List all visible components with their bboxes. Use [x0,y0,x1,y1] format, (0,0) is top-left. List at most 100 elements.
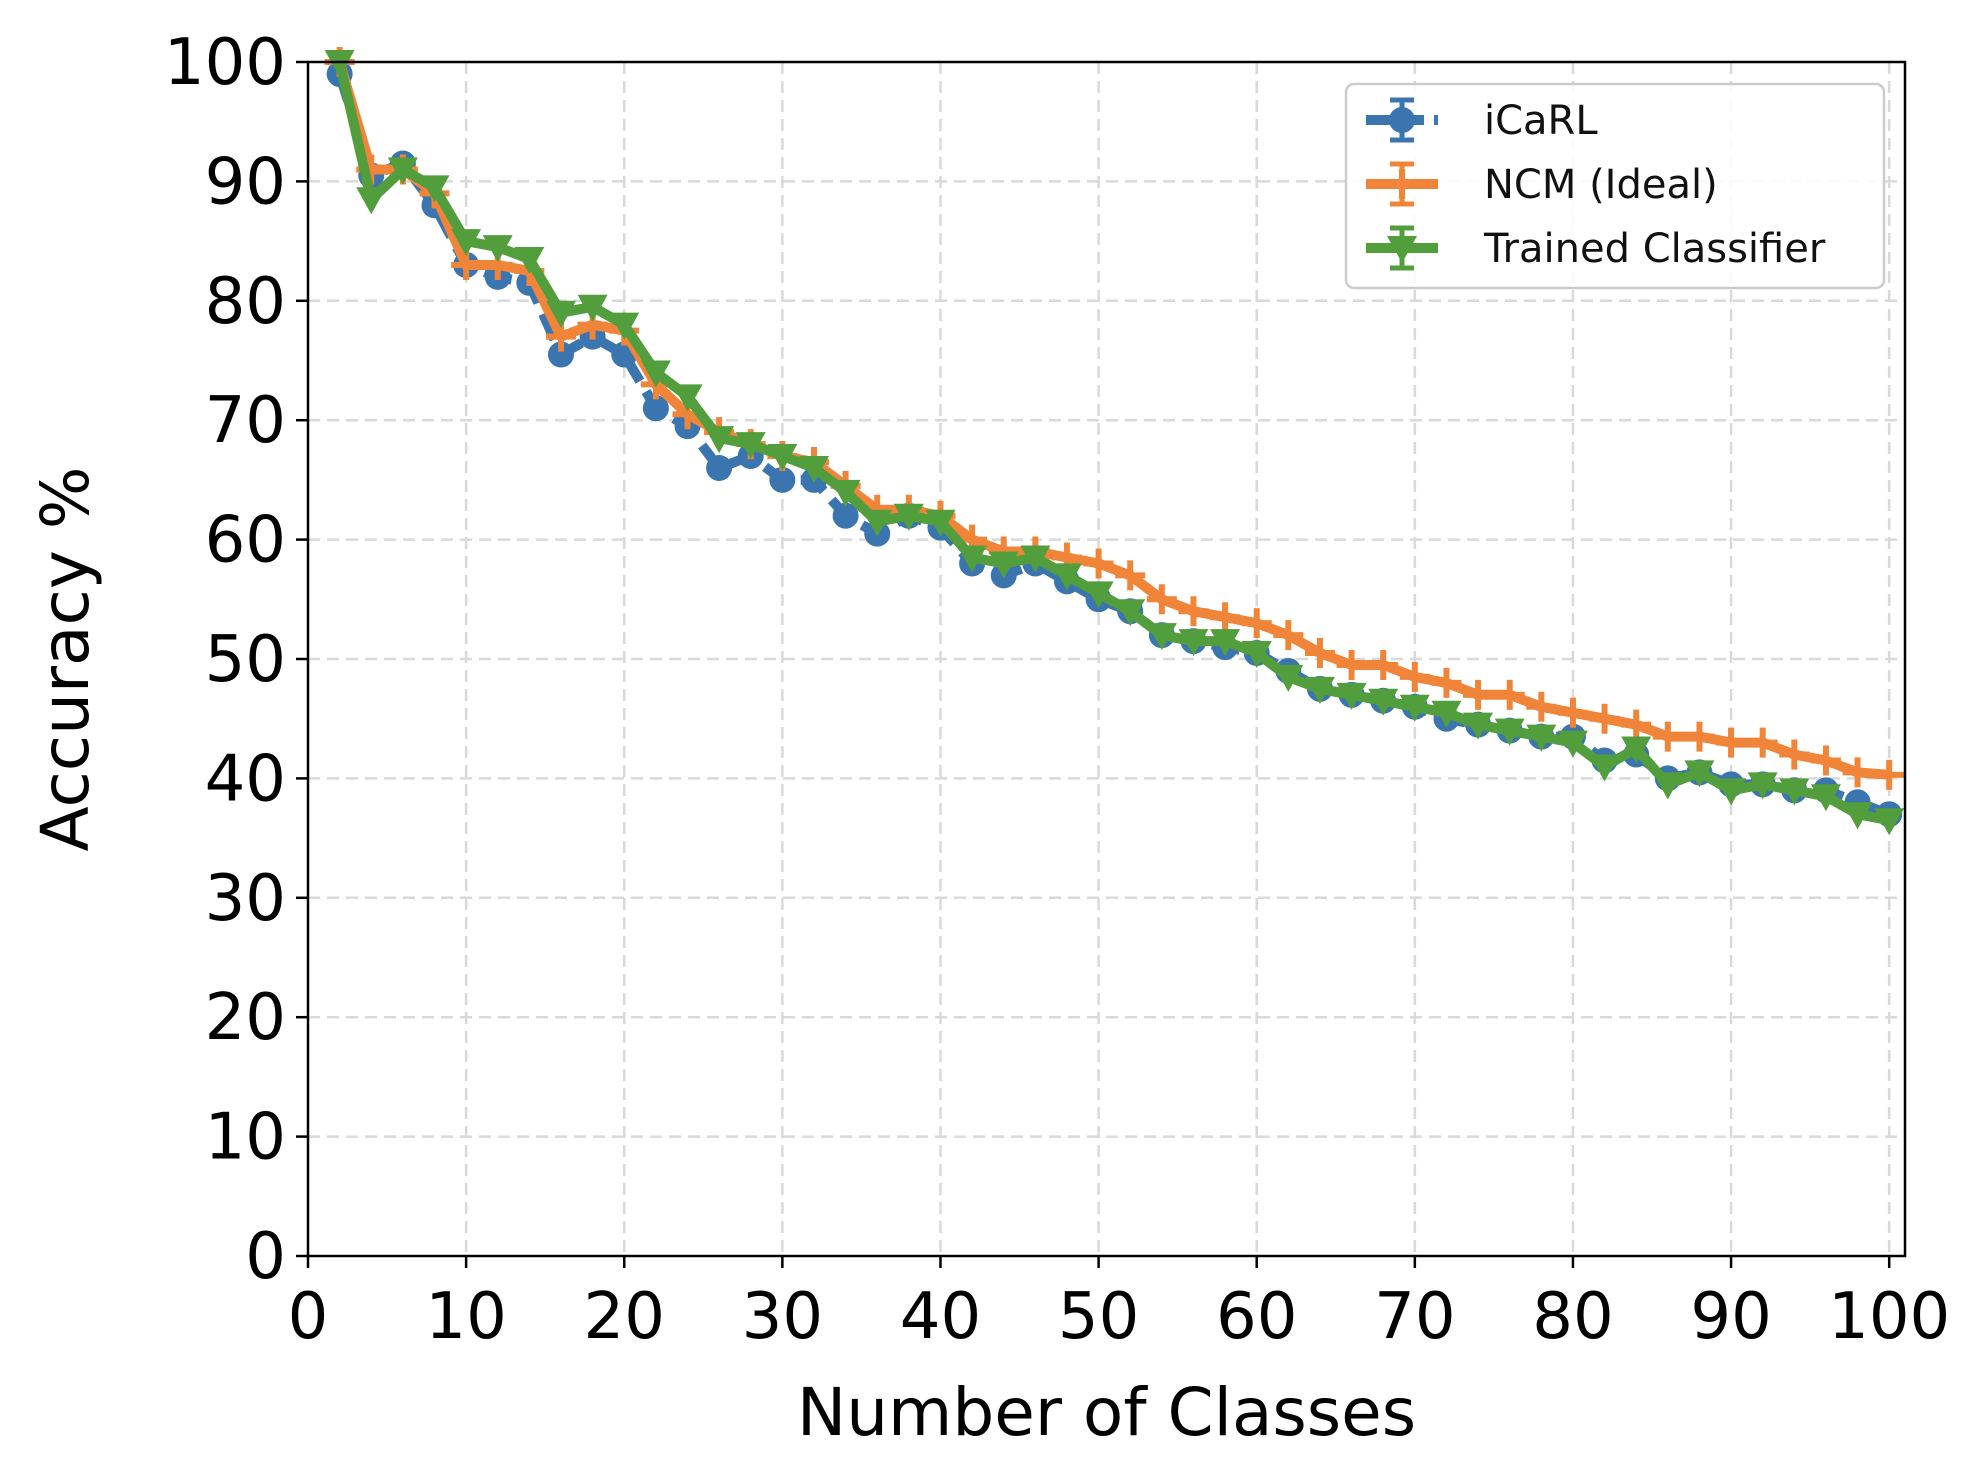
data-point [1020,545,1051,573]
legend-marker [1389,107,1415,133]
x-tick-label: 80 [1532,1280,1613,1354]
data-point [1810,784,1841,812]
legend-label: NCM (Ideal) [1484,162,1718,208]
y-tick-label: 100 [164,26,286,100]
data-point [1336,649,1367,680]
data-point [1652,772,1683,800]
data-point [419,175,450,203]
data-point [830,479,861,507]
data-point [1336,682,1367,710]
x-tick-label: 40 [900,1280,981,1354]
x-tick-label: 30 [742,1280,823,1354]
y-tick-label: 70 [205,384,286,458]
data-point [545,300,576,328]
y-tick-label: 50 [205,623,286,697]
data-point [1241,608,1272,639]
x-tick-label: 100 [1828,1280,1950,1354]
legend-label: iCaRL [1484,98,1598,144]
data-point [1747,727,1778,758]
data-point [1463,679,1494,710]
data-point [1716,778,1747,806]
data-point [356,187,387,215]
data-point [862,509,893,537]
legend-label: Trained Classifier [1483,226,1826,272]
data-point [1621,736,1652,764]
data-point [1810,745,1841,776]
legend-box [1344,82,1886,290]
x-tick-label: 90 [1690,1280,1771,1354]
data-point [1115,599,1146,627]
data-point [1842,802,1873,830]
data-point [1747,772,1778,800]
data-point [1874,759,1905,790]
x-tick-label: 0 [288,1280,329,1354]
data-point [1842,757,1873,788]
x-tick-label: 60 [1216,1280,1297,1354]
data-point [1557,730,1588,758]
data-point [1431,700,1462,728]
data-point [672,384,703,412]
data-point [1178,629,1209,657]
data-point [1399,661,1430,692]
data-point [1589,754,1620,782]
data-point [1779,739,1810,770]
data-point [769,466,796,493]
data-point [1146,584,1177,615]
data-point [988,551,1019,579]
x-tick-label: 70 [1374,1280,1455,1354]
x-axis-label: Number of Classes [797,1374,1416,1451]
legend-marker [1387,169,1417,199]
data-point [1178,596,1209,627]
data-point [1273,664,1304,692]
data-point [1716,727,1747,758]
data-point [1621,709,1652,740]
y-tick-label: 60 [205,504,286,578]
data-point [1526,724,1557,752]
data-point [798,455,829,483]
data-point [1210,629,1241,657]
x-tick-label: 50 [1058,1280,1139,1354]
data-point [1368,649,1399,680]
data-point [1589,703,1620,734]
x-tick-label: 20 [584,1280,665,1354]
data-point [893,503,924,531]
data-point [1083,581,1114,609]
data-point [642,395,669,422]
data-point [514,247,545,275]
x-tick-label: 10 [425,1280,506,1354]
data-point [706,454,733,481]
data-point [735,432,766,460]
data-point [1146,623,1177,651]
data-point [1557,697,1588,728]
data-point [1779,778,1810,806]
axis-ticks: 0 10 20 30 40 50 60 70 80 90 100 0 10 20 30 40 50 60 70 80 9… [164,26,1950,1354]
data-point [1115,560,1146,591]
y-axis-label: Accuracy % [27,466,104,851]
data-point [1304,676,1335,704]
y-tick-label: 30 [205,862,286,936]
plot-area [324,47,1905,836]
data-point [1399,694,1430,722]
y-tick-label: 90 [205,145,286,219]
data-point [1241,641,1272,669]
data-point [1083,548,1114,579]
data-point [640,360,671,388]
data-point [1210,602,1241,633]
data-point [1526,691,1557,722]
data-point [547,341,574,368]
y-tick-label: 80 [205,265,286,339]
data-point [1463,712,1494,740]
data-point [451,229,482,257]
data-point [925,509,956,537]
data-point [1368,688,1399,716]
data-point [1273,620,1304,651]
y-tick-label: 10 [205,1101,286,1175]
data-point [609,312,640,340]
data-point [1494,679,1525,710]
data-point [1684,760,1715,788]
legend-marker [1387,236,1417,263]
data-point [704,426,735,454]
y-tick-label: 20 [205,981,286,1055]
data-point [1304,638,1335,669]
